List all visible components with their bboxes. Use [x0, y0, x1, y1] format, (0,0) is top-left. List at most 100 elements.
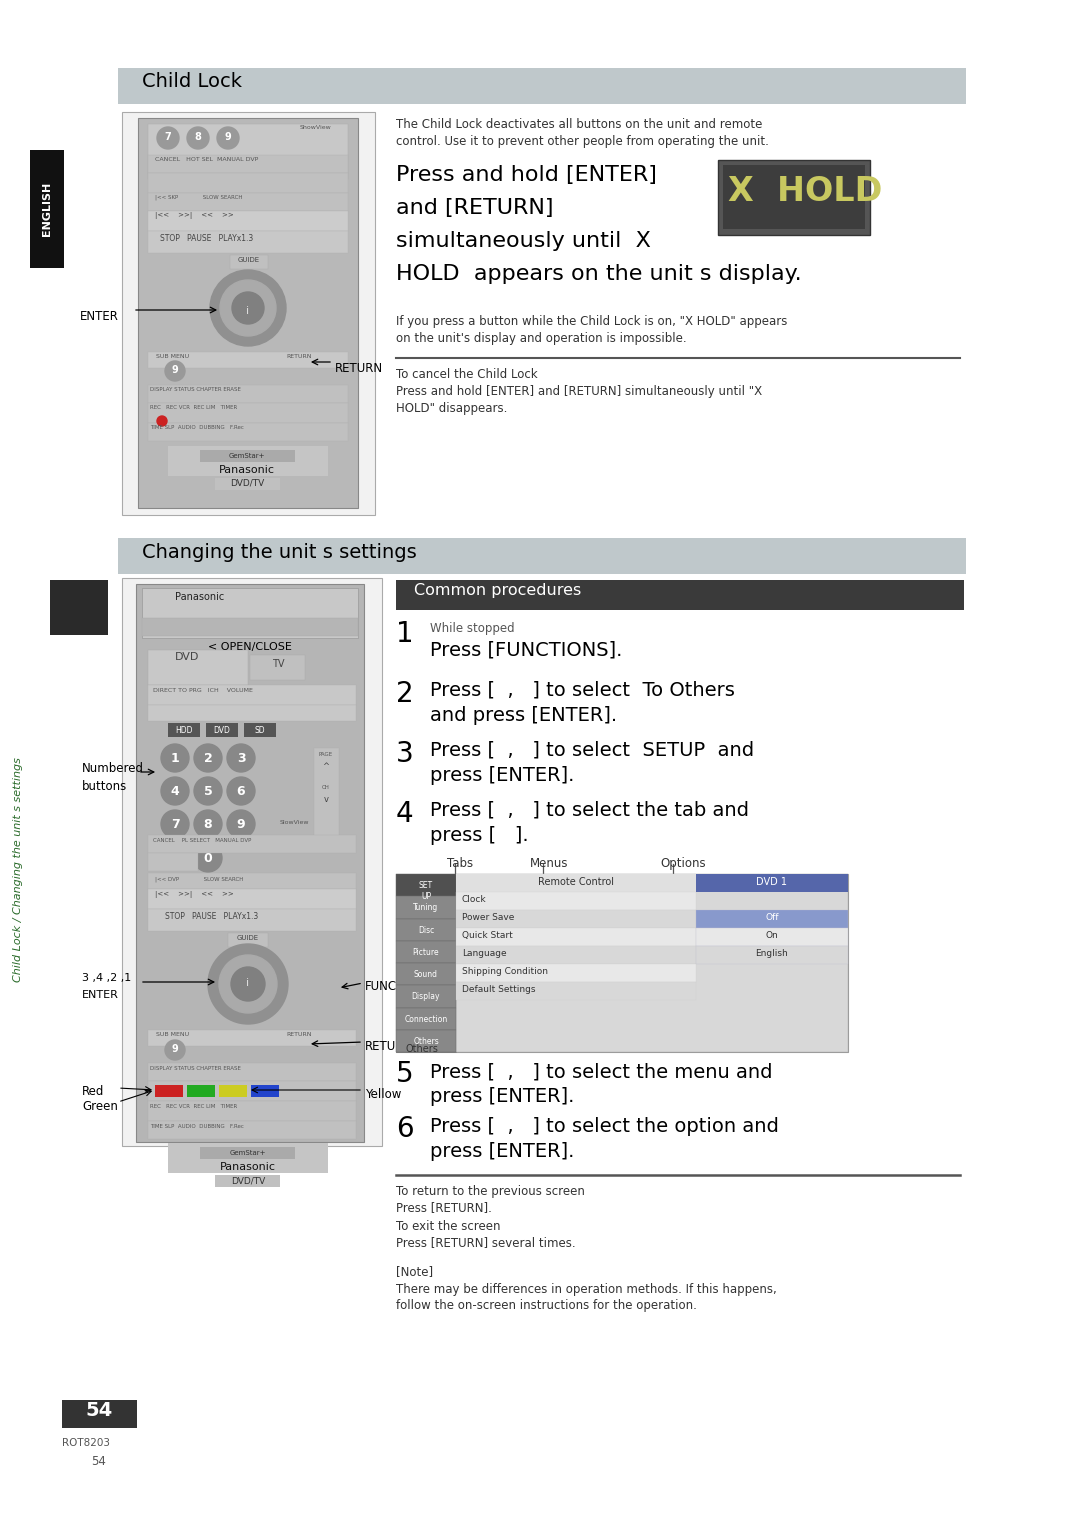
Bar: [200, 1148, 295, 1160]
Text: v: v: [324, 795, 328, 804]
Bar: [148, 1102, 356, 1122]
Text: 9: 9: [172, 365, 178, 374]
Bar: [148, 423, 348, 442]
Text: Numbered
buttons: Numbered buttons: [82, 762, 144, 793]
Text: RETURN: RETURN: [286, 1031, 311, 1038]
Text: GUIDE: GUIDE: [237, 935, 259, 941]
Text: |<<    >>|    <<    >>: |<< >>| << >>: [156, 891, 233, 898]
Circle shape: [157, 416, 167, 426]
Text: and press [ENTER].: and press [ENTER].: [430, 706, 617, 724]
Bar: [118, 538, 966, 575]
Text: SlowView: SlowView: [280, 821, 310, 825]
Text: Press [  ,   ] to select the tab and: Press [ , ] to select the tab and: [430, 801, 750, 821]
Text: Press [RETURN].: Press [RETURN].: [396, 1201, 491, 1215]
Text: 8: 8: [194, 131, 202, 142]
Circle shape: [161, 744, 189, 772]
Text: Display: Display: [411, 992, 441, 1001]
Bar: [148, 1063, 356, 1080]
Text: There may be differences in operation methods. If this happens,: There may be differences in operation me…: [396, 1284, 777, 1296]
Text: Press and hold [ENTER]: Press and hold [ENTER]: [396, 165, 657, 185]
Bar: [187, 1085, 215, 1097]
Circle shape: [227, 810, 255, 837]
Bar: [168, 1143, 328, 1174]
Text: HDD: HDD: [175, 726, 192, 735]
Text: Press [FUNCTIONS].: Press [FUNCTIONS].: [430, 640, 622, 659]
Text: control. Use it to prevent other people from operating the unit.: control. Use it to prevent other people …: [396, 134, 769, 148]
Bar: [138, 118, 357, 507]
Bar: [148, 193, 348, 211]
Text: Child Lock: Child Lock: [141, 72, 242, 92]
Text: Others: Others: [405, 1044, 437, 1054]
Text: |<< DVP              SLOW SEARCH: |<< DVP SLOW SEARCH: [156, 876, 243, 882]
Bar: [396, 1007, 456, 1030]
Text: 4: 4: [396, 801, 414, 828]
Text: To cancel the Child Lock: To cancel the Child Lock: [396, 368, 538, 380]
Text: STOP   PAUSE   PLAYx1.3: STOP PAUSE PLAYx1.3: [165, 912, 258, 921]
Text: DVD/TV: DVD/TV: [231, 1177, 265, 1186]
Text: 9: 9: [237, 817, 245, 831]
Text: Language: Language: [462, 949, 507, 958]
Text: |<< SKP              SLOW SEARCH: |<< SKP SLOW SEARCH: [156, 196, 243, 200]
Text: Remote Control: Remote Control: [538, 877, 615, 886]
Text: Panasonic: Panasonic: [220, 1161, 276, 1172]
Circle shape: [220, 280, 276, 336]
Text: If you press a button while the Child Lock is on, "X HOLD" appears: If you press a button while the Child Lo…: [396, 315, 787, 329]
Text: PAGE: PAGE: [319, 752, 333, 756]
Text: Press [  ,   ] to select the menu and: Press [ , ] to select the menu and: [430, 1062, 772, 1080]
Text: 9: 9: [225, 131, 231, 142]
Text: 9: 9: [172, 1044, 178, 1054]
Text: To return to the previous screen: To return to the previous screen: [396, 1186, 585, 1198]
Text: CH: CH: [322, 785, 329, 790]
Circle shape: [157, 127, 179, 150]
Text: The Child Lock deactivates all buttons on the unit and remote: The Child Lock deactivates all buttons o…: [396, 118, 762, 131]
Text: Clock: Clock: [462, 895, 487, 905]
Bar: [244, 723, 276, 736]
Text: i: i: [246, 978, 249, 989]
Circle shape: [194, 778, 222, 805]
Text: SUB MENU: SUB MENU: [156, 1031, 189, 1038]
Text: Menus: Menus: [530, 857, 568, 869]
Text: RETURN: RETURN: [286, 354, 311, 359]
Bar: [168, 446, 328, 477]
Bar: [148, 1030, 356, 1047]
Text: Common procedures: Common procedures: [414, 584, 581, 597]
Bar: [396, 963, 456, 986]
Bar: [156, 1085, 183, 1097]
Bar: [456, 983, 696, 999]
Text: DVD: DVD: [214, 726, 230, 735]
Text: GUIDE: GUIDE: [238, 257, 260, 263]
Text: Red: Red: [82, 1085, 105, 1099]
Bar: [118, 69, 966, 104]
Text: RETURN: RETURN: [335, 362, 383, 374]
Bar: [396, 1030, 456, 1051]
Bar: [251, 1085, 279, 1097]
Circle shape: [165, 1041, 185, 1060]
Circle shape: [161, 778, 189, 805]
Text: DVD 1: DVD 1: [756, 877, 787, 886]
Circle shape: [231, 967, 265, 1001]
Text: 8: 8: [204, 817, 213, 831]
Bar: [396, 874, 456, 897]
Text: press [   ].: press [ ].: [430, 827, 528, 845]
Bar: [148, 1080, 356, 1102]
Bar: [148, 351, 348, 368]
Circle shape: [194, 744, 222, 772]
Text: Quick Start: Quick Start: [462, 931, 513, 940]
Bar: [148, 124, 348, 179]
Text: REC   REC VCR  REC LIM   TIMER: REC REC VCR REC LIM TIMER: [150, 1105, 238, 1109]
Circle shape: [217, 127, 239, 150]
Text: 3 ,4 ,2 ,1: 3 ,4 ,2 ,1: [82, 973, 132, 983]
Bar: [249, 656, 305, 680]
Text: SET
UP: SET UP: [419, 882, 433, 900]
Bar: [148, 853, 198, 871]
Text: Panasonic: Panasonic: [219, 465, 275, 475]
Bar: [215, 478, 280, 490]
Text: Tabs: Tabs: [447, 857, 473, 869]
Bar: [148, 909, 356, 931]
Text: SUB MENU: SUB MENU: [156, 354, 189, 359]
Text: 3: 3: [237, 752, 245, 766]
Text: Picture: Picture: [413, 947, 440, 957]
Bar: [62, 1400, 137, 1429]
Text: TIME SLP  AUDIO  DUBBING   F.Rec: TIME SLP AUDIO DUBBING F.Rec: [150, 425, 244, 429]
Bar: [456, 964, 696, 983]
